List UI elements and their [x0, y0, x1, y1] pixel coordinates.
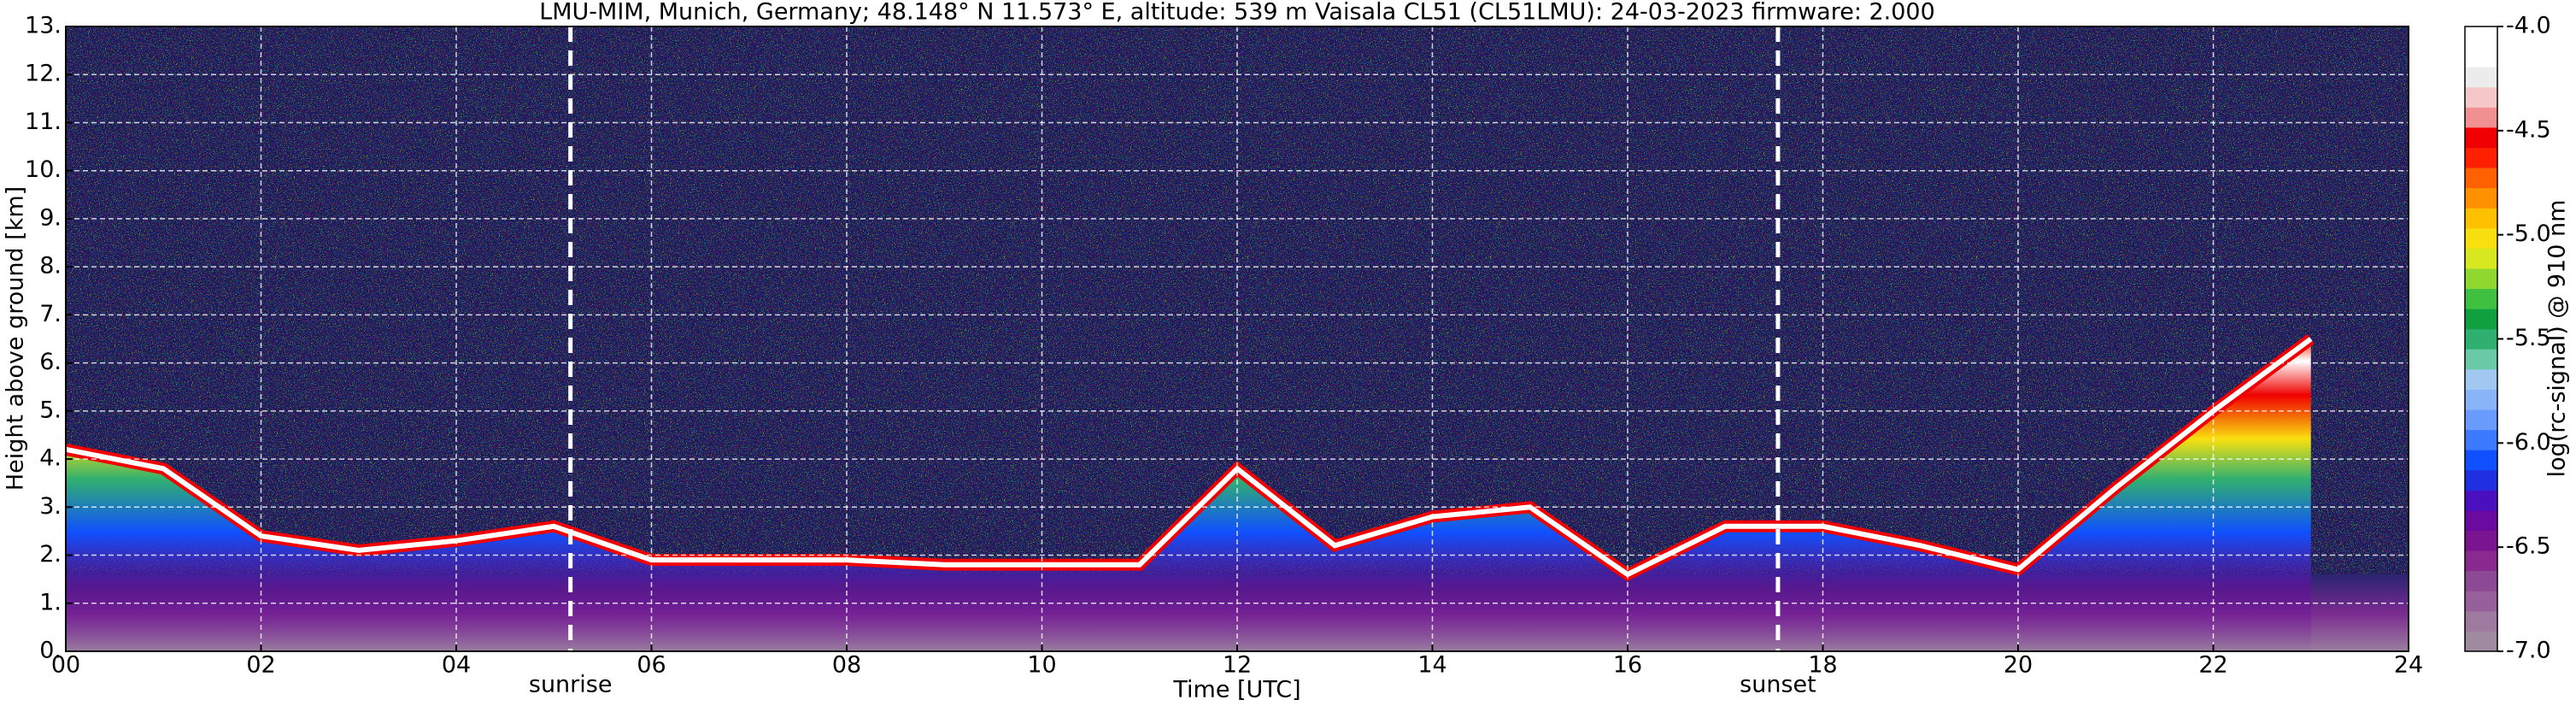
- y-tick-label: 0.: [39, 638, 62, 664]
- colorbar-segment: [2465, 610, 2497, 632]
- x-axis-label: Time [UTC]: [1172, 677, 1300, 703]
- x-tick-label: 06: [637, 652, 666, 679]
- colorbar-segment: [2465, 570, 2497, 591]
- colorbar-segment: [2465, 349, 2497, 370]
- y-tick-label: 2.: [39, 541, 62, 568]
- colorbar-tick-label: -6.0: [2506, 429, 2551, 456]
- aerosol-layer: [66, 338, 2311, 651]
- colorbar-segment: [2465, 227, 2497, 249]
- y-tick-label: 7.: [39, 301, 62, 327]
- colorbar-segment: [2465, 490, 2497, 511]
- colorbar-tick-label: -7.0: [2506, 638, 2551, 664]
- x-tick-label: 04: [442, 652, 471, 679]
- colorbar-segment: [2465, 168, 2497, 189]
- colorbar-tick-label: -5.0: [2506, 221, 2551, 247]
- colorbar-segment: [2465, 46, 2497, 68]
- colorbar: -4.0 -4.5 -5.0 -5.5 -6.0 -6.5 -7.0: [2464, 13, 2551, 664]
- chart-title: LMU-MIM, Munich, Germany; 48.148° N 11.5…: [539, 0, 1935, 26]
- colorbar-segment: [2465, 591, 2497, 612]
- colorbar-segment: [2465, 107, 2497, 128]
- colorbar-segment: [2465, 208, 2497, 229]
- colorbar-segment: [2465, 288, 2497, 309]
- colorbar-segment: [2465, 469, 2497, 491]
- y-tick-label: 6.: [39, 349, 62, 375]
- colorbar-segment: [2465, 429, 2497, 450]
- x-tick-label: 14: [1417, 652, 1446, 679]
- colorbar-label: log(rc-signal) @ 910 nm: [2544, 200, 2571, 478]
- y-tick-label: 13.: [25, 13, 62, 39]
- colorbar-segment: [2465, 147, 2497, 168]
- colorbar-segment: [2465, 530, 2497, 551]
- colorbar-segment: [2465, 509, 2497, 532]
- colorbar-tick-label: -4.5: [2506, 116, 2551, 143]
- y-tick-label: 9.: [39, 204, 62, 231]
- y-tick-label: 8.: [39, 253, 62, 279]
- colorbar-segment: [2465, 389, 2497, 410]
- plot-frame: [65, 26, 2409, 652]
- colorbar-segment: [2465, 309, 2497, 330]
- colorbar-segment: [2465, 550, 2497, 572]
- y-tick-label: 4.: [39, 445, 62, 472]
- grid: 0. 1. 2. 3. 4. 5. 6. 7. 8. 9. 10. 11. 12. 13. 00 02 04 06…: [25, 13, 2423, 698]
- layer-top: [65, 337, 2313, 578]
- y-axis-label: Height above ground [km]: [3, 186, 29, 491]
- x-tick-label: 16: [1613, 652, 1642, 679]
- colorbar-tick-label: -6.5: [2506, 533, 2551, 560]
- colorbar-segment: [2465, 126, 2497, 148]
- colorbar-segment: [2465, 248, 2497, 269]
- annotation-label: sunrise: [529, 672, 613, 698]
- x-tick-label: 08: [832, 652, 861, 679]
- x-tick-label: 10: [1027, 652, 1056, 679]
- annotation-label: sunset: [1740, 672, 1816, 698]
- y-tick-label: 3.: [39, 493, 62, 520]
- colorbar-segment: [2465, 268, 2497, 290]
- colorbar-segment: [2465, 67, 2497, 88]
- x-tick-label: 22: [2198, 652, 2227, 679]
- y-tick-label: 12.: [25, 61, 62, 87]
- x-tick-label: 00: [51, 652, 80, 679]
- x-tick-label: 02: [246, 652, 275, 679]
- y-tick-label: 1.: [39, 589, 62, 615]
- colorbar-segment: [2465, 368, 2497, 390]
- x-tick-label: 24: [2394, 652, 2423, 679]
- colorbar-segment: [2465, 328, 2497, 350]
- colorbar-segment: [2465, 86, 2497, 108]
- colorbar-tick-label: -4.0: [2506, 13, 2551, 39]
- y-tick-label: 5.: [39, 397, 62, 423]
- y-tick-label: 11.: [25, 109, 62, 135]
- y-tick-label: 10.: [25, 156, 62, 183]
- colorbar-segment: [2465, 187, 2497, 209]
- x-tick-label: 12: [1223, 652, 1252, 679]
- colorbar-segment: [2465, 26, 2497, 48]
- colorbar-tick-label: -5.5: [2506, 325, 2551, 351]
- colorbar-segment: [2465, 631, 2497, 652]
- x-tick-label: 20: [2004, 652, 2033, 679]
- marks: [64, 333, 2315, 651]
- x-tick-label: 18: [1808, 652, 1837, 679]
- colorbar-segment: [2465, 450, 2497, 471]
- colorbar-segment: [2465, 409, 2497, 431]
